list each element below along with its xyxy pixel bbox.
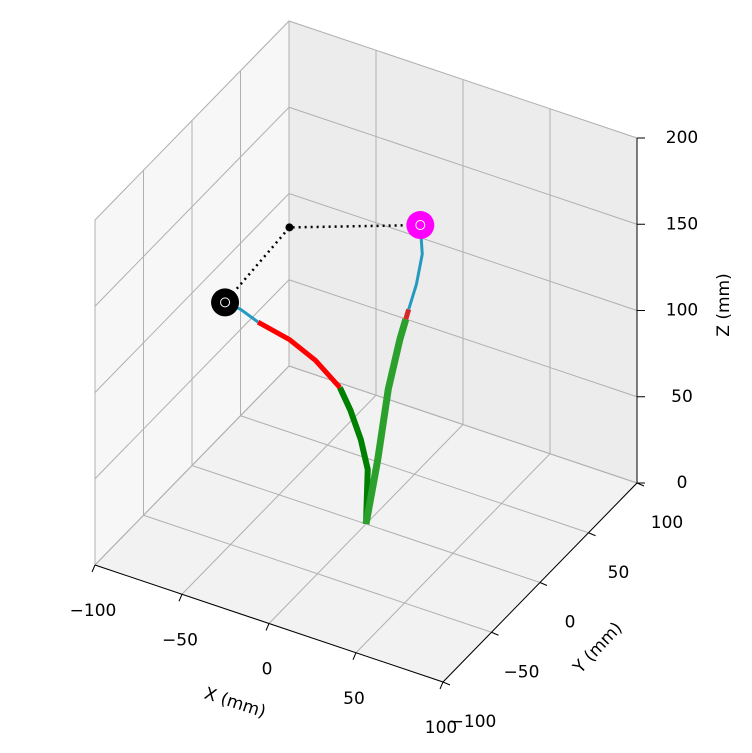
grid-line: [94, 279, 290, 480]
grid-line: [94, 365, 290, 566]
grid-line: [288, 106, 638, 225]
endpoint-marker: [406, 211, 435, 240]
x-tick-label: 100: [425, 718, 457, 738]
endpoint-center: [415, 220, 426, 231]
x-tick-label: 50: [343, 689, 365, 709]
curve-segment: [256, 319, 342, 390]
tick-mark: [588, 532, 596, 537]
tick-mark: [439, 681, 444, 690]
y-tick-label: 50: [608, 563, 630, 583]
tick-mark: [265, 623, 270, 631]
grid-line: [288, 279, 638, 398]
grid-line: [94, 20, 290, 221]
tick-mark: [491, 631, 499, 636]
endpoint-marker: [211, 288, 240, 317]
path-vertex: [285, 223, 294, 232]
y-tick-label: 100: [651, 513, 683, 533]
grid-line: [288, 365, 638, 484]
grid-line: [240, 415, 589, 534]
y-tick-label: −100: [450, 712, 497, 732]
dotted-path: [224, 223, 421, 304]
curve-segment: [362, 318, 410, 525]
x-tick-label: 0: [262, 660, 273, 680]
tick-mark: [539, 582, 548, 586]
tick-mark: [178, 594, 183, 602]
curve-segment: [407, 224, 424, 310]
z-tick-label: 150: [666, 214, 698, 234]
grid-line: [143, 514, 492, 633]
z-tick-label: 200: [666, 128, 698, 148]
grid-line: [288, 20, 638, 139]
grid-line: [94, 193, 290, 393]
curve-segment: [337, 386, 371, 525]
x-tick-label: −100: [70, 601, 117, 621]
endpoint-center: [220, 297, 231, 308]
y-tick-label: 0: [565, 613, 576, 633]
x-axis-label: X (mm): [202, 684, 269, 723]
grid-line: [288, 193, 638, 311]
y-tick-label: −50: [504, 662, 540, 682]
z-tick-label: 0: [677, 473, 688, 493]
tick-mark: [442, 681, 451, 686]
y-axis-label: Y (mm): [569, 618, 627, 678]
z-tick-label: 50: [671, 387, 693, 407]
curve-segment: [403, 308, 412, 321]
tick-mark: [352, 652, 357, 660]
grid-line: [94, 106, 290, 307]
z-tick-label: 100: [666, 301, 698, 321]
x-tick-label: −50: [162, 630, 198, 650]
tick-mark: [91, 564, 96, 573]
z-axis-label: Z (mm): [714, 273, 734, 336]
